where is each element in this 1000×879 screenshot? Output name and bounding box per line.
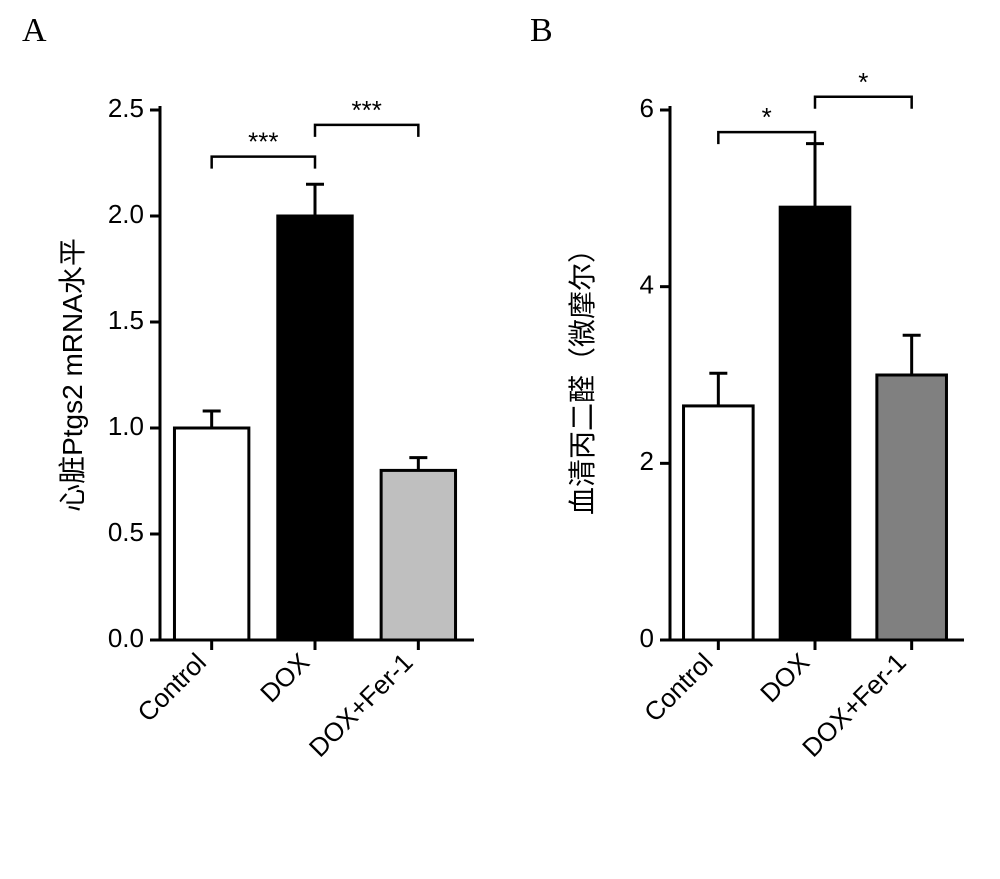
svg-text:0.0: 0.0 [108, 623, 144, 653]
bar [381, 470, 455, 640]
svg-text:Control: Control [638, 647, 718, 727]
svg-text:血清丙二醛（微摩尔）: 血清丙二醛（微摩尔） [567, 235, 598, 515]
svg-text:***: *** [248, 127, 278, 157]
svg-text:2.5: 2.5 [108, 93, 144, 123]
figure-root: A B 0.0 0.5 1.0 1.5 2.0 2.5 心脏Ptgs2 mRNA水平 Cont… [0, 0, 1000, 879]
svg-text:6: 6 [640, 93, 654, 123]
svg-text:0.5: 0.5 [108, 517, 144, 547]
panel-label-a: A [22, 12, 47, 50]
svg-text:2.0: 2.0 [108, 199, 144, 229]
chart-a: 0.0 0.5 1.0 1.5 2.0 2.5 心脏Ptgs2 mRNA水平 Control D… [40, 80, 550, 860]
bar [684, 406, 754, 640]
svg-text:*: * [858, 67, 868, 97]
svg-text:4: 4 [640, 270, 654, 300]
svg-text:Control: Control [131, 647, 211, 727]
svg-text:DOX: DOX [254, 647, 315, 708]
svg-text:2: 2 [640, 446, 654, 476]
chart-b: 0246血清丙二醛（微摩尔）ControlDOXDOX+Fer-1** [550, 80, 1000, 860]
svg-text:DOX+Fer-1: DOX+Fer-1 [303, 647, 419, 763]
bar [278, 216, 352, 640]
svg-text:1.0: 1.0 [108, 411, 144, 441]
svg-text:*: * [762, 102, 772, 132]
svg-text:心脏Ptgs2 mRNA水平: 心脏Ptgs2 mRNA水平 [57, 238, 88, 512]
svg-text:***: *** [351, 95, 381, 125]
bar [780, 207, 850, 640]
svg-text:1.5: 1.5 [108, 305, 144, 335]
panel-label-b: B [530, 12, 553, 50]
bar [877, 375, 947, 640]
svg-text:DOX+Fer-1: DOX+Fer-1 [796, 647, 912, 763]
bar [174, 428, 248, 640]
svg-text:DOX: DOX [754, 647, 815, 708]
svg-text:0: 0 [640, 623, 654, 653]
